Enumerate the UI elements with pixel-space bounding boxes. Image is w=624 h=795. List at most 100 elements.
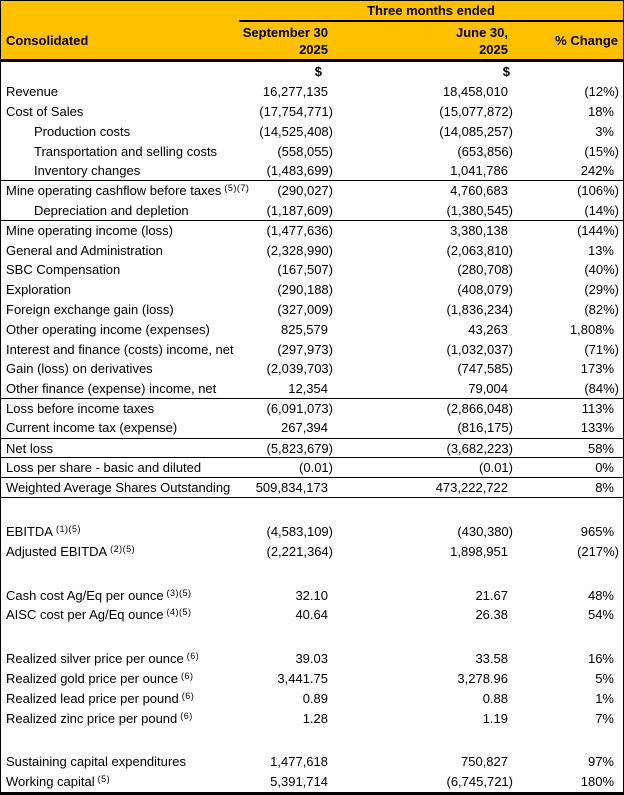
value-june-2025 [335, 625, 515, 649]
row-label: Realized gold price per ounce (6) [6, 670, 194, 686]
table-row: Gain (loss) on derivatives (2,039,703) (74… [1, 359, 623, 379]
value-pct-change: 8% [515, 477, 623, 499]
value-pct-change: 97% [587, 754, 614, 770]
table-row: Other operating income (expenses) 825,579… [1, 319, 623, 339]
row-label: Interest and finance (costs) income, net [6, 341, 234, 357]
value-june-2025: 1.19 [482, 710, 508, 726]
row-label: Depreciation and depletion [34, 202, 189, 218]
value-pct-change: 16% [587, 651, 614, 667]
row-label: Gain (loss) on derivatives [6, 361, 153, 377]
row-label: Weighted Average Shares Outstanding [1, 477, 239, 499]
value-june-2025: (408,079) [457, 282, 513, 298]
footnote-ref: (6) [181, 690, 195, 701]
value-september-2025: (1,477,636) [239, 219, 335, 241]
column-header-june-year: 2025 [479, 41, 508, 57]
value-june-2025: 0.88 [482, 690, 508, 706]
value-june-2025: 26.38 [475, 607, 508, 623]
value-pct-change: (84%) [584, 380, 619, 396]
value-september-2025: 39.03 [295, 651, 328, 667]
value-september-2025: 825,579 [281, 321, 328, 337]
row-label [1, 728, 239, 752]
row-label: Adjusted EBITDA (2)(5) [6, 543, 136, 559]
value-pct-change: (12%) [584, 84, 619, 100]
value-september-2025: (327,009) [277, 301, 333, 317]
value-pct-change: 1,808% [569, 321, 614, 337]
row-label: Exploration [6, 282, 72, 298]
value-september-2025: 1,477,618 [270, 754, 328, 770]
spacer-row [1, 625, 623, 649]
value-pct-change: 1% [595, 690, 614, 706]
value-september-2025: $ [314, 64, 322, 80]
value-june-2025: (1,380,545) [446, 202, 514, 218]
value-pct-change: 180% [580, 774, 614, 790]
consolidated-label: Consolidated [6, 33, 89, 48]
value-june-2025: (1,836,234) [446, 301, 514, 317]
value-june-2025: 4,760,683 [335, 180, 515, 201]
footnote-ref: (2)(5) [110, 543, 136, 554]
table-row: Production costs (14,525,408) (14,085,257)… [1, 121, 623, 141]
column-header-june-month: June 30, [455, 24, 508, 40]
value-june-2025: (14,085,257) [439, 123, 513, 139]
row-label [1, 625, 239, 649]
table-header: Consolidated Three months ended Septembe… [1, 1, 623, 62]
value-june-2025 [335, 728, 515, 752]
value-september-2025: (4,583,109) [266, 523, 334, 539]
value-september-2025: 509,834,173 [239, 477, 335, 499]
table-row: Mine operating income (loss) (1,477,636) 3… [1, 219, 623, 241]
value-september-2025: (290,027) [239, 180, 335, 201]
value-pct-change: 113% [515, 398, 623, 419]
value-june-2025: (15,077,872) [439, 103, 513, 119]
value-june-2025: 1,041,786 [450, 163, 508, 179]
column-header-pct-change: % Change [555, 33, 618, 48]
row-label: Realized zinc price per pound (6) [6, 710, 193, 726]
table-row: Adjusted EBITDA (2)(5) (2,221,364) 1,898,95… [1, 541, 623, 561]
table-row: Cost of Sales (17,754,771) (15,077,872) 18% [1, 102, 623, 122]
value-june-2025: (1,032,037) [446, 341, 514, 357]
value-pct-change: 18% [587, 103, 614, 119]
column-header-september-month: September 30 [242, 24, 328, 40]
footnote-ref: (5) [97, 774, 111, 785]
value-september-2025: (290,188) [277, 282, 333, 298]
table-row: Depreciation and depletion (1,187,609) (1,… [1, 201, 623, 221]
value-september-2025: (558,055) [277, 143, 333, 159]
row-label: Loss per share - basic and diluted [1, 457, 239, 478]
value-september-2025 [239, 728, 335, 752]
row-label: Other operating income (expenses) [6, 321, 210, 337]
value-september-2025 [239, 498, 335, 522]
period-label: Three months ended [239, 1, 623, 22]
value-september-2025: 12,354 [288, 380, 328, 396]
table-row: Realized zinc price per pound (6) 1.28 1.19… [1, 708, 623, 728]
table-row: Current income tax (expense) 267,394 (816,… [1, 418, 623, 438]
value-pct-change: (14%) [584, 202, 619, 218]
value-pct-change: (217%) [577, 543, 619, 559]
value-september-2025: (297,973) [277, 341, 333, 357]
row-label: EBITDA (1)(5) [6, 523, 81, 539]
table-body: $ $ Revenue 16,277,135 18,458,010 (12%) Cost o… [1, 62, 623, 792]
value-pct-change: (82%) [584, 301, 619, 317]
table-row: SBC Compensation (167,507) (280,708) (40%) [1, 260, 623, 280]
row-label: Current income tax (expense) [6, 420, 178, 436]
column-header-june: June 30, 2025 [335, 24, 515, 58]
value-june-2025: (280,708) [457, 262, 513, 278]
spacer-row [1, 728, 623, 752]
table-row: AISC cost per Ag/Eq ounce (4)(5) 40.64 26.3… [1, 605, 623, 625]
row-label: Transportation and selling costs [34, 143, 218, 159]
row-label: Foreign exchange gain (loss) [6, 301, 174, 317]
value-pct-change [515, 498, 623, 522]
value-september-2025: (6,091,073) [239, 398, 335, 419]
value-pct-change: 3% [595, 123, 614, 139]
table-row: Net loss (5,823,679) (3,682,223) 58% [1, 437, 623, 458]
row-label [1, 498, 239, 522]
row-label: Loss before income taxes [1, 398, 239, 419]
value-june-2025: 18,458,010 [442, 84, 508, 100]
footnote-ref: (6) [181, 670, 194, 681]
spacer-row [1, 498, 623, 522]
value-pct-change: 13% [587, 242, 614, 258]
value-pct-change: (15%) [584, 143, 619, 159]
row-label [1, 62, 239, 82]
consolidated-header-cell: Consolidated [1, 1, 239, 59]
table-row: Mine operating cashflow before taxes (5)(… [1, 180, 623, 201]
value-september-2025: (167,507) [277, 262, 333, 278]
value-pct-change: (144%) [515, 219, 623, 241]
value-pct-change: (40%) [584, 262, 619, 278]
